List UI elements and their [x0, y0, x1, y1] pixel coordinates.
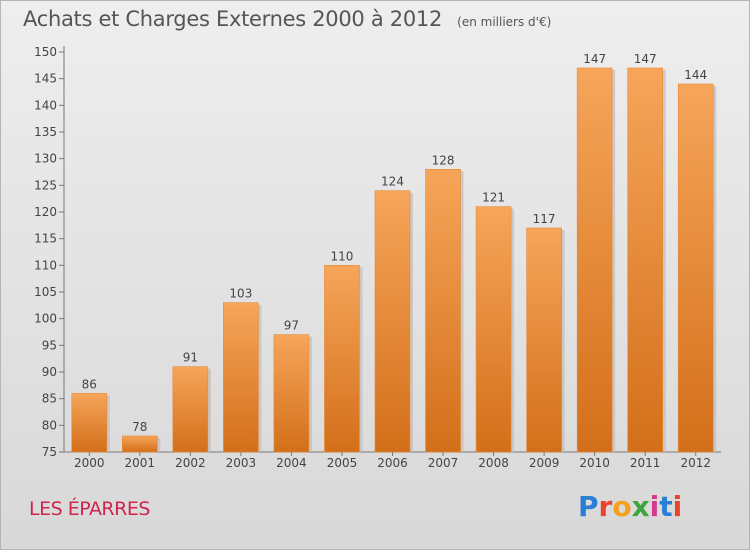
data-label: 103 [229, 287, 252, 301]
data-label: 110 [331, 249, 354, 263]
x-tick-label: 2001 [125, 456, 156, 470]
x-tick-label: 2009 [529, 456, 560, 470]
commune-name: LES ÉPARRES [29, 498, 150, 520]
x-tick-label: 2007 [428, 456, 459, 470]
y-tick-label: 150 [34, 45, 57, 59]
logo-letter: t [659, 490, 673, 523]
data-label: 97 [284, 319, 299, 333]
chart-unit: (en milliers d'€) [457, 15, 552, 29]
y-tick-label: 95 [42, 338, 57, 352]
y-tick-label: 140 [34, 98, 57, 112]
x-tick-label: 2000 [74, 456, 105, 470]
labels: 86 2000 78 2001 91 2002 103 2003 97 2004 110 2005 12… [74, 52, 711, 470]
y-tick-label: 80 [42, 418, 57, 432]
data-label: 147 [634, 52, 657, 66]
bar-2011 [627, 67, 663, 453]
data-label: 91 [183, 351, 198, 365]
axes: 75 80 85 90 95 100 105 110 115 120 125 130 135 140 145… [34, 45, 721, 459]
y-tick-label: 85 [42, 392, 57, 406]
y-tick-label: 120 [34, 205, 57, 219]
data-label: 121 [482, 191, 505, 205]
logo-letter: i [672, 490, 683, 523]
bars [71, 67, 717, 453]
x-tick-label: 2010 [579, 456, 610, 470]
data-label: 124 [381, 175, 404, 189]
y-tick-label: 125 [34, 178, 57, 192]
x-tick-label: 2005 [327, 456, 358, 470]
x-tick-label: 2008 [478, 456, 509, 470]
bar-2008 [475, 206, 512, 453]
x-tick-label: 2002 [175, 456, 206, 470]
data-label: 117 [533, 212, 556, 226]
data-label: 128 [432, 153, 455, 167]
logo-letter: r [598, 490, 613, 523]
data-label: 86 [82, 377, 97, 391]
y-tick-label: 130 [34, 152, 57, 166]
bar-2006 [374, 190, 411, 453]
y-tick-label: 75 [42, 445, 57, 459]
bar-2001 [122, 435, 158, 453]
y-tick-label: 145 [34, 72, 57, 86]
y-tick-label: 100 [34, 312, 57, 326]
x-tick-label: 2003 [226, 456, 257, 470]
y-tick-label: 105 [34, 285, 57, 299]
x-tick-label: 2012 [680, 456, 711, 470]
bar-2010 [576, 67, 613, 453]
logo-letter: i [649, 490, 660, 523]
bar-2000 [71, 393, 108, 453]
proxiti-logo: Proxiti [578, 490, 682, 523]
logo-letter: o [612, 490, 632, 523]
data-label: 144 [684, 68, 707, 82]
bar-2004 [273, 334, 310, 453]
logo-letter: x [631, 490, 650, 523]
bar-2012 [677, 83, 714, 453]
bar-2007 [425, 169, 461, 453]
y-tick-label: 115 [34, 232, 57, 246]
bar-2003 [223, 302, 259, 453]
bar-2002 [172, 366, 209, 453]
logo-letter: P [578, 490, 599, 523]
data-label: 147 [583, 52, 606, 66]
chart-title-block: Achats et Charges Externes 2000 à 2012 (… [23, 7, 551, 31]
chart-title: Achats et Charges Externes 2000 à 2012 [23, 7, 443, 31]
x-tick-label: 2006 [377, 456, 408, 470]
data-label: 78 [132, 420, 147, 434]
bar-2009 [526, 227, 562, 453]
y-tick-label: 135 [34, 125, 57, 139]
x-tick-label: 2011 [630, 456, 661, 470]
y-tick-label: 110 [34, 258, 57, 272]
x-tick-label: 2004 [276, 456, 307, 470]
bar-2005 [324, 265, 360, 453]
y-tick-label: 90 [42, 365, 57, 379]
